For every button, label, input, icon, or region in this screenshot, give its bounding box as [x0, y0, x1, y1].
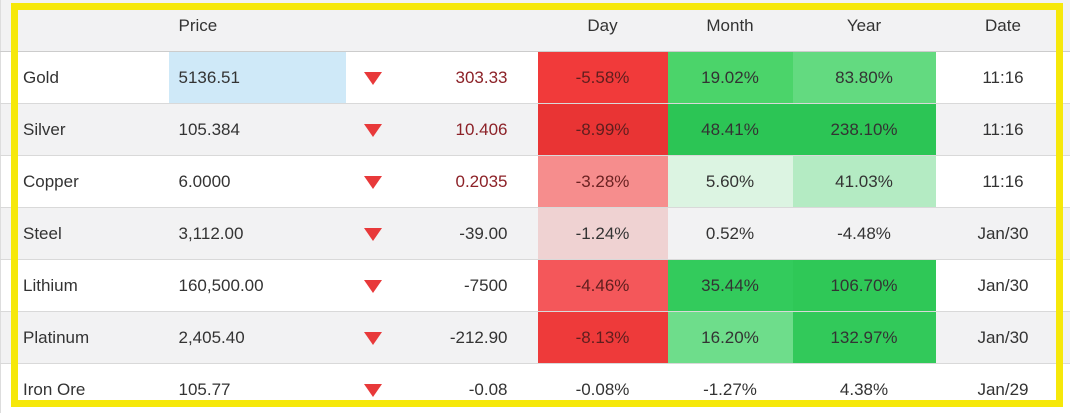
header-row: Price Day Month Year Date: [0, 0, 1070, 52]
year-percent-cell: 238.10%: [792, 103, 936, 156]
day-percent-cell: -8.99%: [537, 103, 668, 156]
commodity-name-link[interactable]: Platinum: [0, 311, 169, 364]
commodity-change: -39.00: [400, 207, 538, 260]
commodity-price: 5136.51: [168, 51, 346, 104]
commodity-price: 105.384: [168, 103, 346, 156]
month-percent-cell: 16.20%: [667, 311, 793, 364]
price-direction-cell: [346, 52, 401, 104]
table-row[interactable]: Platinum 2,405.40 -212.90 -8.13% 16.20% …: [0, 311, 1070, 364]
commodity-change: -212.90: [400, 311, 538, 364]
quote-date-cell: 11:16: [935, 155, 1070, 208]
header-arrow-spacer: [345, 0, 401, 52]
price-direction-cell: [345, 207, 401, 260]
commodity-price: 6.0000: [168, 155, 346, 208]
commodity-name-link[interactable]: Lithium: [0, 259, 169, 312]
header-day[interactable]: Day: [537, 0, 668, 52]
quote-date-cell: 11:16: [982, 67, 1024, 87]
price-direction-cell: [345, 103, 401, 156]
commodity-change: 10.406: [400, 103, 538, 156]
quote-date-cell: Jan/30: [935, 259, 1070, 312]
table-row[interactable]: Silver 105.384 10.406 -8.99% 48.41% 238.…: [0, 103, 1070, 156]
down-triangle-icon: [364, 175, 382, 189]
quote-date-cell: 11:16: [935, 103, 1070, 156]
price-direction-cell: [345, 311, 401, 364]
header-month[interactable]: Month: [667, 0, 793, 52]
month-percent-cell: 19.02%: [667, 51, 793, 104]
commodity-change: -7500: [400, 259, 538, 312]
commodity-name-link[interactable]: Copper: [0, 155, 169, 208]
month-percent-cell: 48.41%: [667, 103, 793, 156]
header-date[interactable]: Date: [935, 0, 1070, 52]
quote-date-cell: Jan/29: [935, 363, 1070, 413]
table-row[interactable]: Gold 5136.51 303.33 -5.58% 19.02% 83.80%…: [0, 51, 1070, 104]
day-percent-cell: -3.28%: [537, 155, 668, 208]
down-triangle-icon: [364, 279, 382, 293]
month-percent-cell: 35.44%: [667, 259, 793, 312]
commodity-price: 3,112.00: [168, 207, 346, 260]
commodity-price: 105.77: [168, 363, 346, 413]
commodity-name-link[interactable]: Steel: [0, 207, 169, 260]
month-percent-cell: -1.27%: [667, 363, 793, 413]
down-triangle-icon: [364, 383, 382, 397]
year-percent-cell: 106.70%: [792, 259, 936, 312]
commodity-price: 160,500.00: [168, 259, 346, 312]
year-percent-cell: 83.80%: [792, 51, 936, 104]
day-percent-cell: -4.46%: [537, 259, 668, 312]
month-percent-cell: 0.52%: [667, 207, 793, 260]
table-row[interactable]: Lithium 160,500.00 -7500 -4.46% 35.44% 1…: [0, 259, 1070, 312]
day-percent-cell: -0.08%: [537, 363, 668, 413]
down-triangle-icon: [364, 71, 382, 85]
down-triangle-icon: [364, 227, 382, 241]
header-change: [400, 0, 538, 52]
quote-date-cell: Jan/30: [935, 207, 1070, 260]
day-percent-cell: -1.24%: [537, 207, 668, 260]
quote-date-cell: Jan/30: [935, 311, 1070, 364]
year-percent-cell: 132.97%: [792, 311, 936, 364]
year-percent-cell: 4.38%: [792, 363, 936, 413]
month-percent-cell: 5.60%: [667, 155, 793, 208]
table-row[interactable]: Steel 3,112.00 -39.00 -1.24% 0.52% -4.48…: [0, 207, 1070, 260]
commodity-change: 303.33: [455, 67, 508, 87]
commodity-change: 0.2035: [400, 155, 538, 208]
year-percent-cell: 41.03%: [792, 155, 936, 208]
commodity-change: -0.08: [400, 363, 538, 413]
commodity-name-link[interactable]: Silver: [0, 103, 169, 156]
header-price[interactable]: Price: [168, 0, 346, 52]
price-direction-cell: [345, 155, 401, 208]
table-row[interactable]: Copper 6.0000 0.2035 -3.28% 5.60% 41.03%…: [0, 155, 1070, 208]
year-percent-cell: -4.48%: [792, 207, 936, 260]
day-percent-cell: -5.58%: [537, 51, 668, 104]
table-row[interactable]: Iron Ore 105.77 -0.08 -0.08% -1.27% 4.38…: [0, 363, 1070, 413]
price-direction-cell: [345, 259, 401, 312]
header-year[interactable]: Year: [792, 0, 936, 52]
commodity-name-link[interactable]: Iron Ore: [0, 363, 169, 413]
header-blank: [0, 0, 169, 52]
commodity-name-link[interactable]: Gold: [23, 67, 59, 87]
down-triangle-icon: [364, 123, 382, 137]
commodity-price: 2,405.40: [168, 311, 346, 364]
down-triangle-icon: [364, 331, 382, 345]
day-percent-cell: -8.13%: [537, 311, 668, 364]
price-direction-cell: [345, 363, 401, 413]
